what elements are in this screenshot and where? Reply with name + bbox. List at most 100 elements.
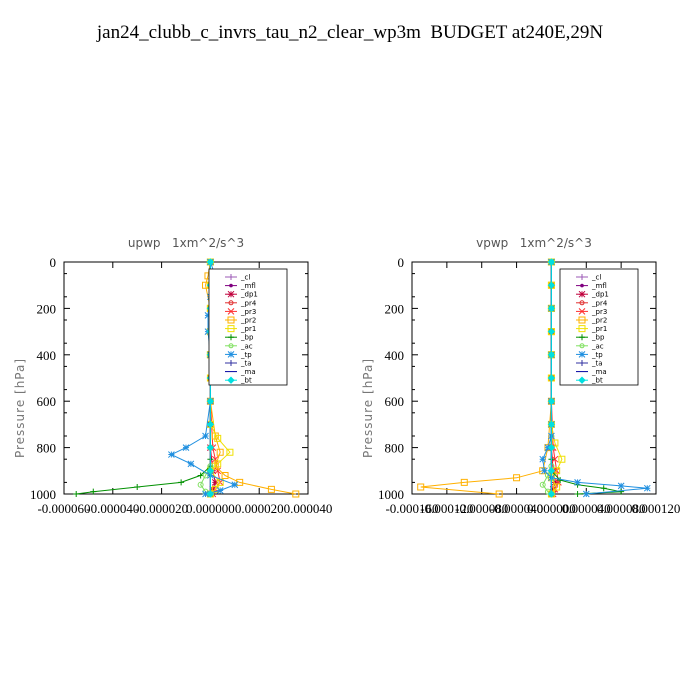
panel1-data-point <box>206 467 215 475</box>
panel1-y-tick-label: 800 <box>37 441 57 456</box>
panel2-legend-label: _mfl <box>591 282 607 290</box>
panel1-y-tick-label: 0 <box>50 255 57 270</box>
panel1-data-point <box>206 258 215 266</box>
panel1-legend-marker <box>227 376 235 384</box>
panel1-legend-marker <box>227 325 235 333</box>
panel2-data-point <box>547 351 555 359</box>
panel1-series-line <box>204 261 296 495</box>
panel1-x-tick-label: -0.000020 <box>135 501 188 516</box>
panel1-y-tick-label: 200 <box>37 301 57 316</box>
panel2-legend-marker <box>578 316 586 324</box>
panel2-y-tick-label: 800 <box>385 441 405 456</box>
panel2-data-point <box>417 483 425 491</box>
panel1-legend-marker <box>227 290 235 298</box>
panel2-y-axis-label: Pressure [hPa] <box>361 358 375 458</box>
panel2-data-point <box>558 455 566 463</box>
panel2-data-point <box>551 455 559 463</box>
panel2-data-point <box>539 481 546 488</box>
panel1-x-tick-label: 0.000020 <box>235 501 284 516</box>
panel1-y-tick-label: 400 <box>37 348 57 363</box>
panel2-legend-label: _ta <box>591 360 603 368</box>
panel1-data-point <box>221 471 229 479</box>
panel2-data-point <box>495 490 503 498</box>
panel2-legend-label: _ma <box>591 368 607 376</box>
panel2-data-point <box>539 455 547 463</box>
panel2-data-point <box>551 479 559 486</box>
panel2-legend-marker <box>580 283 584 288</box>
panel2-legend-label: _ac <box>591 342 604 350</box>
panel2-y-tick-label: 600 <box>385 394 405 409</box>
panel2-y-tick-label: 0 <box>398 255 405 270</box>
panel1-legend-label: _ma <box>240 368 256 376</box>
panel1-title: upwp 1xm^2/s^3 <box>128 236 244 250</box>
panel2-legend-marker <box>578 290 586 298</box>
panel2-x-tick-label: -0.000080 <box>455 501 508 516</box>
panel2-data-point <box>547 351 556 359</box>
page-title: jan24_clubb_c_invrs_tau_n2_clear_wp3m BU… <box>96 22 604 43</box>
panel1-series-line <box>76 262 211 495</box>
panel1-legend-marker <box>228 334 234 341</box>
panel1-data-point <box>206 490 215 498</box>
panel2-legend-marker <box>579 274 585 280</box>
panel1-x-tick-label: 0.000040 <box>284 501 333 516</box>
panel2-data-point <box>547 304 555 312</box>
panel2-chart: vpwp 1xm^2/s^3 Pressure [hPa] 0 200 400 600 80… <box>361 236 680 516</box>
panel1-data-point <box>168 451 175 458</box>
panel1-legend-label: _pr3 <box>240 308 256 316</box>
panel2-legend: _cl_mfl_dp1_pr4_pr3_pr2_pr1_bp_ac_tp_ta_… <box>559 268 639 386</box>
panel1-legend-label: _bp <box>240 334 254 342</box>
panel1-legend-label: _mfl <box>240 282 256 290</box>
panel2-legend-marker <box>578 325 586 333</box>
panel2-data-point <box>513 474 521 482</box>
panel2-legend-label: _bp <box>591 334 605 342</box>
panel2-x-tick-label: -0.000040 <box>490 501 543 516</box>
panel1-legend-marker <box>228 343 234 349</box>
panel2-series-line <box>420 262 552 495</box>
panel2-data-point <box>618 488 625 495</box>
panel2-data-point <box>574 479 581 486</box>
panel2-data-point <box>547 327 556 336</box>
panel2-legend-label: _pr1 <box>591 325 607 333</box>
panel1-data-point <box>202 432 209 440</box>
panel1-chart: upwp 1xm^2/s^3 Pressure [hPa] 0 200 400 600 80… <box>13 236 332 516</box>
panel2-data-point <box>547 490 556 498</box>
panel2-legend-label: _bt <box>591 377 603 385</box>
panel2-legend-marker <box>578 308 586 315</box>
panel2-data-point <box>547 420 555 428</box>
panel2-data-point <box>547 328 555 336</box>
panel2-legend-marker <box>579 360 585 366</box>
panel2-data-point <box>547 397 556 405</box>
panel2-data-point <box>547 420 556 429</box>
panel2-y-tick-label: 200 <box>385 301 405 316</box>
panel1-data-point <box>231 481 239 489</box>
panel2-data-point <box>547 281 555 289</box>
panel1-legend-marker <box>229 283 233 288</box>
panel1-data-point <box>211 479 219 486</box>
panel2-data-point <box>600 485 607 492</box>
panel2-legend-label: _tp <box>591 351 603 359</box>
panel2-data-point <box>547 281 556 289</box>
panel2-x-tick-label: 0.000080 <box>597 501 646 516</box>
panel2-data-point <box>551 439 559 447</box>
panel2-data-point <box>643 484 651 492</box>
panel1-legend-label: _cl <box>240 274 250 282</box>
panel1-legend-label: _dp1 <box>240 291 258 299</box>
panel1-data-point <box>214 434 222 442</box>
panel2-plot-frame <box>411 261 657 495</box>
panel1-legend-label: _ac <box>240 342 253 350</box>
panel2-legend-label: _cl <box>591 274 601 282</box>
panel1-x-tick-label: 0.000000 <box>186 501 235 516</box>
panel2-legend-marker <box>578 376 586 384</box>
panel2-legend-label: _pr3 <box>591 308 607 316</box>
panel2-data-point <box>547 258 555 266</box>
panel1-legend: _cl_mfl_dp1_pr4_pr3_pr2_pr1_bp_ac_tp_ta_… <box>208 268 288 386</box>
panel2-data-point <box>547 490 555 498</box>
panel1-legend-label: _pr2 <box>240 317 256 325</box>
panel2-data-point <box>547 304 556 313</box>
panel1-x-tick-label: -0.000040 <box>86 501 139 516</box>
panel1-data-point <box>202 490 209 498</box>
panel2-data-point <box>544 472 551 479</box>
panel1-legend-marker <box>228 300 234 306</box>
panel1-legend-label: _tp <box>240 351 252 359</box>
